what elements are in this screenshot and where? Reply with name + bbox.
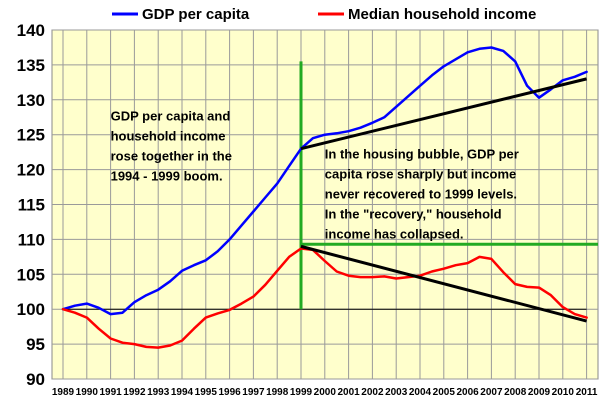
series-layer (61, 46, 588, 349)
y-tick-label: 130 (17, 91, 45, 110)
x-tick-label: 1991 (99, 387, 122, 398)
annotation-line: never recovered to 1999 levels. (325, 186, 517, 201)
x-tick-label: 1994 (171, 387, 194, 398)
x-tick-label: 1992 (123, 387, 146, 398)
x-tick-label: 2001 (337, 387, 360, 398)
x-tick-label: 1990 (76, 387, 99, 398)
x-tick-label: 2004 (409, 387, 432, 398)
y-axis: 90 95 100 105 110 115 120 125 130 135 140 (17, 21, 45, 389)
y-tick-label: 95 (26, 335, 45, 354)
x-tick-label: 1998 (266, 387, 289, 398)
annotation-line: In the housing bubble, GDP per (325, 146, 519, 161)
x-tick-label: 2003 (385, 387, 408, 398)
x-tick-label: 1989 (52, 387, 75, 398)
y-tick-label: 125 (17, 126, 45, 145)
y-tick-label: 100 (17, 300, 45, 319)
trend-lines (300, 77, 587, 323)
x-axis: 1989 1990 1991 1992 1993 1994 1995 1996 1997 1998… (52, 387, 598, 398)
y-tick-label: 135 (17, 56, 45, 75)
annotation-line: In the "recovery," household (325, 206, 502, 221)
x-tick-label: 2011 (576, 387, 598, 398)
x-tick-label: 1995 (195, 387, 218, 398)
series-income-line (61, 247, 588, 349)
x-tick-label: 1997 (242, 387, 265, 398)
y-tick-label: 120 (17, 161, 45, 180)
trend-line (300, 77, 587, 151)
y-tick-label: 115 (18, 196, 45, 215)
y-tick-label: 110 (18, 230, 45, 249)
x-tick-label: 2007 (480, 387, 503, 398)
x-tick-label: 2006 (456, 387, 479, 398)
annotation-line: income has collapsed. (325, 226, 464, 241)
x-tick-label: 1996 (218, 387, 241, 398)
annotation-line: rose together in the (111, 149, 232, 164)
x-tick-label: 2005 (433, 387, 456, 398)
x-tick-label: 2009 (528, 387, 551, 398)
annotation-line: capita rose sharply but income (325, 166, 516, 181)
annotation-line: household income (111, 129, 226, 144)
x-tick-label: 1993 (147, 387, 170, 398)
x-tick-label: 1999 (290, 387, 313, 398)
x-tick-label: 2008 (504, 387, 527, 398)
series-gdp-line (61, 46, 588, 316)
annotations: GDP per capita and household income rose t… (111, 109, 519, 242)
annotation-line: GDP per capita and (111, 109, 231, 124)
legend: GDP per capita Median household income (112, 6, 536, 23)
annotation-line: 1994 - 1999 boom. (111, 169, 223, 184)
legend-label: GDP per capita (142, 6, 250, 23)
trend-line (300, 244, 587, 323)
reference-lines (63, 61, 598, 310)
y-tick-label: 140 (17, 21, 45, 40)
y-tick-label: 105 (17, 265, 45, 284)
x-tick-label: 2010 (552, 387, 575, 398)
legend-label: Median household income (348, 6, 536, 23)
y-tick-label: 90 (26, 370, 45, 389)
x-tick-label: 2002 (361, 387, 384, 398)
x-tick-label: 2000 (314, 387, 337, 398)
